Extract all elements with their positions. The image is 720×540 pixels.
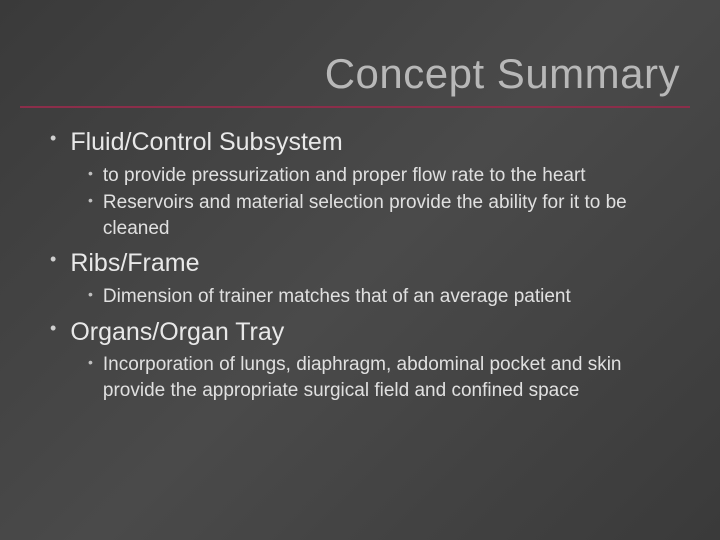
- list-item: • Dimension of trainer matches that of a…: [88, 284, 680, 310]
- sub-items: • to provide pressurization and proper f…: [50, 163, 680, 242]
- section-title: Ribs/Frame: [70, 247, 199, 280]
- list-item: • Incorporation of lungs, diaphragm, abd…: [88, 352, 680, 403]
- section-fluid-control: • Fluid/Control Subsystem • to provide p…: [50, 126, 680, 241]
- section-header: • Ribs/Frame: [50, 247, 680, 280]
- list-item: • Reservoirs and material selection prov…: [88, 190, 680, 241]
- section-organs: • Organs/Organ Tray • Incorporation of l…: [50, 316, 680, 404]
- bullet-icon: •: [88, 190, 93, 210]
- bullet-icon: •: [88, 284, 93, 304]
- content-area: • Fluid/Control Subsystem • to provide p…: [0, 108, 720, 429]
- sub-text: Reservoirs and material selection provid…: [103, 190, 680, 241]
- section-ribs-frame: • Ribs/Frame • Dimension of trainer matc…: [50, 247, 680, 309]
- bullet-icon: •: [88, 352, 93, 372]
- section-header: • Organs/Organ Tray: [50, 316, 680, 349]
- section-title: Fluid/Control Subsystem: [70, 126, 342, 159]
- sub-items: • Dimension of trainer matches that of a…: [50, 284, 680, 310]
- section-title: Organs/Organ Tray: [70, 316, 284, 349]
- sub-text: Incorporation of lungs, diaphragm, abdom…: [103, 352, 680, 403]
- bullet-icon: •: [50, 316, 56, 341]
- bullet-icon: •: [50, 247, 56, 272]
- title-area: Concept Summary: [0, 0, 720, 106]
- slide-container: Concept Summary • Fluid/Control Subsyste…: [0, 0, 720, 540]
- bullet-icon: •: [50, 126, 56, 151]
- bullet-icon: •: [88, 163, 93, 183]
- sub-text: Dimension of trainer matches that of an …: [103, 284, 680, 310]
- sub-text: to provide pressurization and proper flo…: [103, 163, 680, 189]
- list-item: • to provide pressurization and proper f…: [88, 163, 680, 189]
- page-title: Concept Summary: [40, 50, 680, 98]
- section-header: • Fluid/Control Subsystem: [50, 126, 680, 159]
- sub-items: • Incorporation of lungs, diaphragm, abd…: [50, 352, 680, 403]
